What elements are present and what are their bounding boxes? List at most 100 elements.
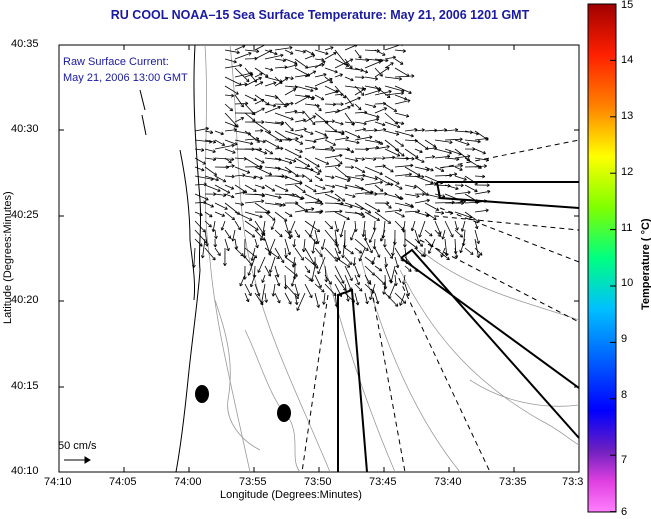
current-vector-head: [290, 127, 294, 132]
current-vector-head: [455, 186, 459, 191]
current-vector: [284, 157, 297, 162]
current-vector-head: [259, 176, 263, 180]
current-vector-head: [401, 214, 405, 218]
current-vector: [384, 202, 392, 209]
current-vector-head: [276, 282, 281, 287]
current-vector: [380, 229, 386, 242]
current-vector-head: [301, 174, 305, 178]
current-vector-head: [289, 45, 293, 50]
current-vector-head: [361, 214, 366, 218]
current-vector-head: [277, 299, 281, 304]
current-vector: [303, 238, 306, 252]
current-vector-head: [261, 193, 266, 198]
current-vector: [384, 256, 387, 267]
current-vector-head: [320, 201, 324, 206]
current-vector: [244, 112, 256, 122]
current-vector: [214, 247, 221, 256]
current-vector: [274, 66, 288, 69]
current-vector: [224, 184, 234, 190]
current-vector-head: [352, 194, 356, 198]
current-vector: [284, 49, 294, 55]
current-vector: [274, 47, 293, 51]
current-vector: [304, 166, 320, 175]
current-vector-head: [200, 255, 205, 259]
current-vector: [394, 184, 403, 190]
current-vector-head: [246, 78, 250, 83]
current-vector-head: [483, 164, 487, 169]
current-vector: [314, 229, 319, 244]
colorbar-label: Temperature ( °C): [640, 218, 651, 310]
current-vector-head: [349, 58, 354, 62]
current-vector: [394, 157, 409, 160]
current-vector-head: [415, 155, 419, 159]
current-vector-head: [344, 185, 348, 190]
current-vector: [314, 49, 329, 55]
current-vector-head: [203, 200, 207, 205]
current-vector: [314, 247, 323, 257]
current-vector-head: [351, 121, 356, 125]
current-vector: [248, 256, 256, 276]
current-vector: [314, 60, 326, 69]
current-vector: [394, 58, 404, 65]
current-vector-head: [213, 172, 218, 176]
current-vector: [264, 139, 280, 149]
current-vector: [194, 127, 209, 132]
current-vector: [384, 92, 404, 96]
current-vector: [344, 256, 352, 265]
current-vector: [284, 138, 299, 141]
current-vector: [294, 157, 310, 167]
current-vector-head: [311, 54, 316, 58]
current-vector: [224, 103, 233, 112]
current-vector: [224, 112, 239, 128]
current-vector-head: [372, 104, 377, 109]
y-axis-label: Latitude (Degrees:Minutes): [2, 191, 14, 324]
current-vector-head: [361, 169, 366, 173]
current-vector-head: [299, 141, 304, 145]
current-vector: [274, 274, 280, 287]
current-vector: [224, 64, 243, 69]
current-vector: [304, 146, 316, 150]
current-vector: [312, 238, 316, 254]
current-vector: [404, 193, 420, 197]
current-vector: [244, 138, 259, 141]
current-vector: [444, 138, 463, 141]
current-vector-head: [221, 142, 226, 146]
current-vector-head: [295, 136, 299, 141]
current-vector: [304, 201, 323, 204]
current-vector: [444, 129, 458, 132]
current-vector: [254, 166, 272, 176]
current-vector: [296, 292, 306, 311]
current-vector: [294, 85, 314, 92]
current-vector: [454, 139, 470, 146]
current-vector: [314, 157, 329, 165]
current-vector-head: [210, 204, 214, 208]
current-vector: [454, 211, 472, 219]
current-vector-head: [208, 223, 212, 228]
current-vector-head: [364, 69, 369, 74]
current-vector: [414, 148, 423, 153]
current-vector: [334, 58, 353, 69]
current-vector: [304, 175, 313, 182]
current-vector-head: [205, 197, 209, 201]
current-vector-head: [231, 174, 235, 179]
current-vector-head: [467, 190, 471, 195]
colorbar-tick-label: 10: [621, 277, 634, 289]
current-vector-head: [367, 210, 372, 214]
current-vector-head: [311, 121, 316, 126]
current-vector: [414, 129, 425, 132]
current-vector: [254, 148, 268, 154]
current-vector: [244, 94, 257, 101]
current-vector: [214, 144, 235, 150]
survey-lines: [301, 139, 580, 473]
current-vector: [264, 54, 284, 60]
current-vector: [284, 64, 298, 69]
current-vector-head: [252, 118, 256, 122]
current-vector-head: [356, 140, 360, 145]
current-vector: [294, 229, 300, 238]
current-vector-head: [482, 174, 486, 179]
current-vector-head: [313, 139, 317, 144]
current-vector: [394, 256, 399, 268]
current-vector-head: [253, 97, 257, 102]
current-vector: [444, 173, 457, 177]
current-vector-head: [407, 99, 411, 103]
